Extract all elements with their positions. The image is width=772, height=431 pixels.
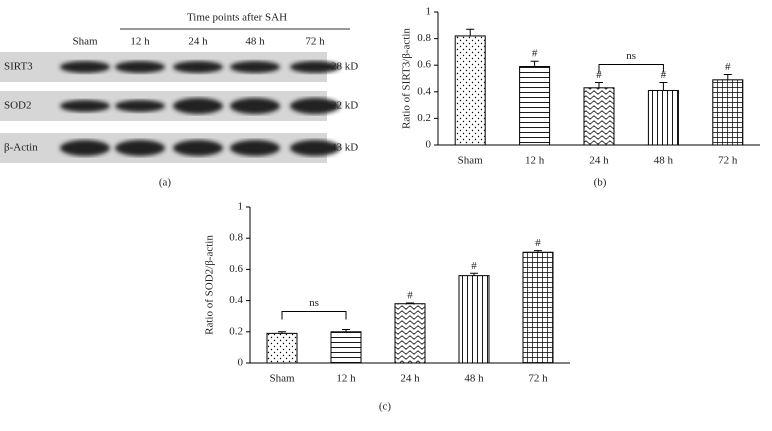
blot-band — [230, 61, 280, 73]
western-blot: Time points after SAH Sham 12 h 24 h 48 h 72… — [0, 12, 358, 189]
y-tick-label: 0.4 — [417, 85, 431, 97]
caption: (b) — [594, 177, 607, 189]
y-axis-title: Ratio of SIRT3/β-actin — [401, 28, 413, 129]
size-label: 43 kD — [331, 142, 358, 154]
blot-band — [290, 140, 340, 156]
error-bar — [470, 272, 478, 276]
y-tick-label: 0.6 — [229, 263, 243, 275]
significance-mark: # — [535, 237, 541, 249]
bar — [394, 303, 426, 364]
x-tick-label: Sham — [269, 373, 295, 385]
y-tick-label: 0.6 — [417, 59, 431, 71]
blot-band — [230, 98, 280, 114]
size-label: 28 kD — [331, 61, 358, 73]
error-bar — [530, 60, 539, 67]
row-label: β-Actin — [4, 142, 38, 154]
bar — [330, 331, 362, 364]
y-tick-label: 1 — [426, 6, 432, 18]
blot-band — [173, 61, 223, 73]
caption: (c) — [379, 401, 392, 413]
lane-label: 72 h — [305, 36, 325, 48]
x-tick-label: 48 h — [654, 155, 674, 167]
bar — [266, 332, 298, 364]
significance-mark: # — [661, 69, 667, 81]
x-tick-label: 72 h — [718, 155, 738, 167]
error-bar — [278, 331, 286, 334]
error-bar — [595, 81, 603, 88]
blot-band — [60, 61, 110, 73]
error-bar — [466, 28, 475, 36]
blot-band — [60, 140, 110, 156]
blot-band — [173, 98, 223, 114]
lane-label: 48 h — [245, 36, 265, 48]
significance-mark: # — [532, 48, 538, 60]
caption: (a) — [159, 177, 172, 189]
y-tick-label: 0 — [426, 139, 432, 151]
row-label: SIRT3 — [4, 61, 33, 73]
blot-band — [173, 140, 223, 156]
y-tick-label: 0.2 — [229, 325, 243, 337]
error-bar — [406, 302, 414, 304]
x-tick-label: 72 h — [528, 373, 548, 385]
x-tick-label: 24 h — [400, 373, 420, 385]
blot-band — [290, 98, 340, 114]
y-tick-label: 1 — [238, 201, 244, 213]
bracket-label: ns — [309, 297, 319, 309]
significance-mark: # — [471, 260, 477, 272]
bracket-label: ns — [626, 50, 636, 62]
blot-band — [115, 100, 165, 112]
lane-label: 12 h — [130, 36, 150, 48]
y-tick-label: 0.2 — [417, 112, 431, 124]
x-tick-label: 12 h — [336, 373, 356, 385]
bracket — [598, 63, 664, 73]
row-label: SOD2 — [4, 100, 32, 112]
bar — [583, 87, 615, 146]
y-tick-label: 0.4 — [229, 294, 243, 306]
x-tick-label: Sham — [458, 155, 484, 167]
blot-band — [115, 61, 165, 73]
significance-mark: # — [407, 289, 413, 301]
bar — [458, 275, 490, 364]
significance-mark: # — [725, 61, 731, 73]
x-tick-label: 12 h — [525, 155, 545, 167]
error-bar — [659, 81, 668, 91]
blot-band — [290, 61, 340, 73]
bar — [519, 66, 551, 146]
blot-title: Time points after SAH — [187, 12, 287, 24]
significance-mark: # — [596, 69, 602, 81]
bracket — [281, 310, 347, 320]
bar — [647, 89, 679, 146]
blot-band — [230, 140, 280, 156]
x-tick-label: 48 h — [464, 373, 484, 385]
blot-band — [60, 100, 110, 112]
size-label: 22 kD — [331, 100, 358, 112]
y-tick-label: 0.8 — [229, 232, 243, 244]
error-bar — [342, 328, 350, 332]
lane-label: 24 h — [188, 36, 208, 48]
error-bar — [723, 74, 732, 80]
y-tick-label: 0.8 — [417, 32, 431, 44]
error-bar — [534, 250, 542, 253]
x-tick-label: 24 h — [589, 155, 609, 167]
y-tick-label: 0 — [238, 357, 244, 369]
bar — [712, 79, 744, 146]
blot-band — [115, 140, 165, 156]
bar — [454, 35, 486, 146]
y-axis-title: Ratio of SOD2/β-actin — [204, 235, 216, 335]
blot-panel: Sham 12 h 24 h 48 h 72 h SIRT3 28 kD SOD2 22 kD β… — [0, 36, 358, 163]
bar — [522, 251, 554, 364]
lane-label: Sham — [72, 36, 98, 48]
